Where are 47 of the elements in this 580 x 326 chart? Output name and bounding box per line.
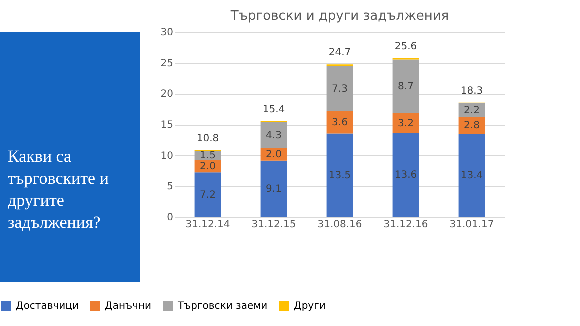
- data-label: 3.2: [398, 118, 414, 130]
- y-tick-label: 25: [160, 58, 174, 70]
- x-tick-label: 31.08.16: [318, 220, 362, 230]
- data-label: 8.7: [398, 82, 414, 93]
- bar: [392, 60, 420, 114]
- data-label: 2.2: [464, 105, 480, 116]
- data-label: 4.3: [266, 130, 282, 142]
- data-label: 13.4: [460, 170, 484, 182]
- total-label: 24.7: [328, 48, 352, 59]
- total-label: 25.6: [394, 42, 418, 53]
- bar: [194, 172, 222, 217]
- total-label: 18.3: [460, 86, 484, 97]
- y-tick-label: 30: [160, 28, 174, 38]
- data-label: 3.6: [332, 118, 348, 129]
- bar: [326, 66, 354, 112]
- data-label: 2.0: [200, 161, 216, 172]
- bar: [260, 122, 288, 149]
- text: Какви са търговските и другите задължения?: [8, 147, 109, 232]
- legend-label: Данъчни: [105, 301, 152, 312]
- y-tick-label: 15: [160, 120, 174, 131]
- legend-label: Други: [294, 301, 326, 312]
- bar: [392, 133, 420, 217]
- bar: [260, 160, 288, 217]
- data-label: 2.0: [266, 150, 282, 161]
- bar: [326, 112, 354, 134]
- data-label: 2.8: [464, 120, 480, 132]
- data-label: 9.1: [266, 184, 282, 195]
- data-label: 13.6: [394, 170, 418, 182]
- x-tick-label: 31.12.14: [186, 220, 230, 230]
- legend-label: Търговски заеми: [177, 301, 268, 312]
- y-tick-label: 20: [160, 89, 174, 100]
- x-tick-label: 31.12.16: [384, 220, 428, 230]
- y-tick-label: 0: [167, 212, 174, 224]
- bar: [458, 134, 486, 217]
- y-tick-label: 10: [160, 150, 174, 162]
- x-tick-label: 31.12.15: [252, 220, 296, 230]
- x-tick-label: 31.01.17: [450, 220, 494, 230]
- chart-title: Търговски и други задължения: [230, 9, 450, 24]
- total-label: 10.8: [196, 133, 220, 144]
- data-label: 7.2: [200, 190, 216, 201]
- data-label: 7.3: [332, 84, 348, 96]
- data-label: 13.5: [328, 170, 352, 182]
- total-label: 15.4: [262, 104, 286, 116]
- y-tick-label: 5: [167, 182, 174, 193]
- bar: [326, 134, 354, 217]
- legend-label: Доставчици: [16, 301, 79, 312]
- data-label: 1.5: [200, 150, 216, 162]
